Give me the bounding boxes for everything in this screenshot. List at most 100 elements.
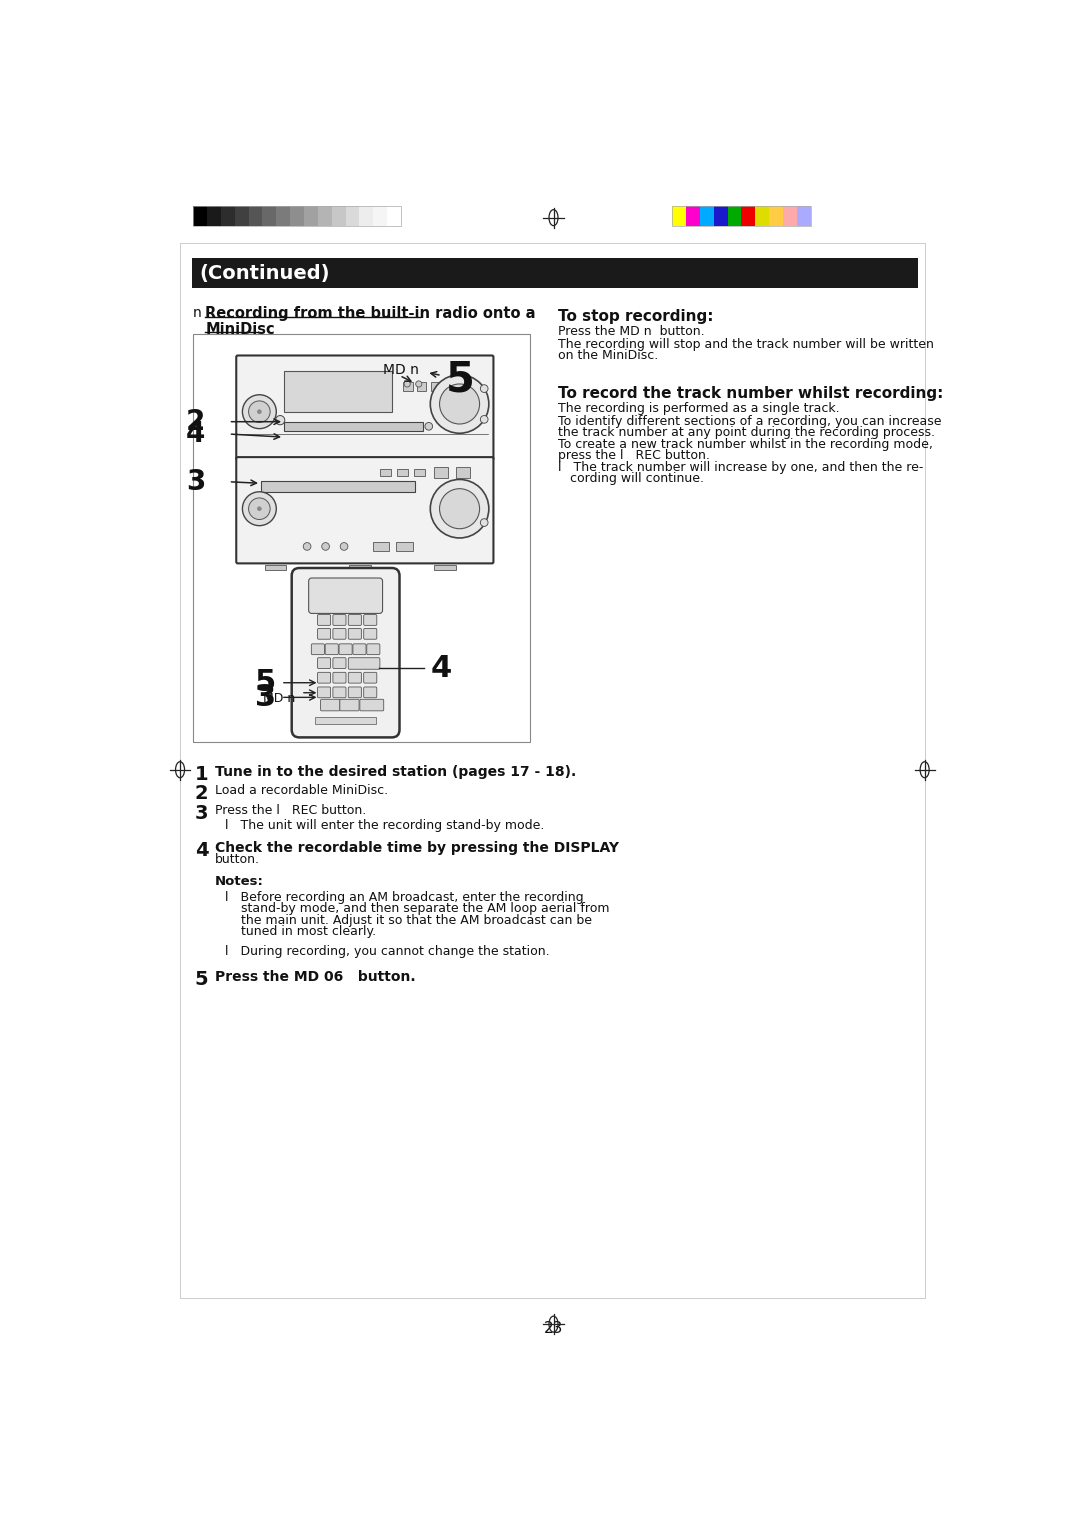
Circle shape	[481, 415, 488, 424]
Circle shape	[424, 422, 433, 430]
Text: Recording from the built-in radio onto a: Recording from the built-in radio onto a	[205, 307, 536, 322]
Bar	[434, 467, 448, 477]
Text: Check the recordable time by pressing the DISPLAY: Check the recordable time by pressing th…	[215, 842, 619, 856]
Text: To stop recording:: To stop recording:	[558, 308, 714, 323]
FancyBboxPatch shape	[348, 686, 362, 698]
Bar	[261, 480, 415, 491]
Bar	[284, 422, 422, 432]
Bar	[360, 206, 374, 226]
Bar	[373, 541, 390, 551]
Circle shape	[481, 518, 488, 526]
FancyBboxPatch shape	[333, 686, 346, 698]
FancyBboxPatch shape	[348, 615, 362, 625]
Circle shape	[242, 491, 276, 526]
Bar	[380, 468, 391, 476]
FancyBboxPatch shape	[237, 458, 494, 563]
Bar	[207, 206, 220, 226]
Bar	[686, 206, 700, 226]
Bar	[248, 206, 262, 226]
Circle shape	[430, 375, 489, 433]
Text: Notes:: Notes:	[215, 875, 264, 888]
Text: stand-by mode, and then separate the AM loop aerial from: stand-by mode, and then separate the AM …	[226, 903, 610, 915]
Text: 3: 3	[194, 804, 208, 822]
FancyBboxPatch shape	[321, 700, 340, 711]
Text: The recording is performed as a single track.: The recording is performed as a single t…	[558, 403, 840, 415]
Text: To identify different sections of a recording, you can increase: To identify different sections of a reco…	[558, 415, 942, 429]
Text: 5: 5	[446, 358, 474, 401]
Bar	[276, 206, 291, 226]
Text: 4: 4	[430, 654, 451, 683]
FancyBboxPatch shape	[318, 686, 330, 698]
Text: 5: 5	[255, 668, 276, 697]
FancyBboxPatch shape	[348, 628, 362, 639]
Circle shape	[248, 401, 270, 422]
Circle shape	[481, 384, 488, 392]
Bar	[314, 717, 377, 723]
Circle shape	[275, 415, 285, 425]
Text: MiniDisc: MiniDisc	[205, 322, 275, 337]
Bar	[346, 206, 360, 226]
Bar	[193, 206, 401, 226]
Text: on the MiniDisc.: on the MiniDisc.	[558, 349, 659, 361]
FancyBboxPatch shape	[360, 700, 383, 711]
Bar	[284, 371, 392, 412]
Bar	[191, 258, 918, 288]
FancyBboxPatch shape	[311, 644, 324, 654]
FancyBboxPatch shape	[333, 657, 346, 668]
Bar	[220, 206, 234, 226]
Bar	[672, 206, 811, 226]
Bar	[783, 206, 797, 226]
Bar	[769, 206, 783, 226]
Text: Tune in to the desired station (pages 17 - 18).: Tune in to the desired station (pages 17…	[215, 766, 576, 779]
Text: 2: 2	[194, 784, 208, 804]
Circle shape	[242, 395, 276, 429]
Circle shape	[257, 506, 261, 511]
Bar	[193, 334, 530, 743]
Text: Load a recordable MiniDisc.: Load a recordable MiniDisc.	[215, 784, 388, 798]
Bar	[741, 206, 755, 226]
FancyBboxPatch shape	[318, 628, 330, 639]
FancyBboxPatch shape	[333, 628, 346, 639]
FancyBboxPatch shape	[309, 578, 382, 613]
Circle shape	[340, 543, 348, 551]
Text: Press the l   REC button.: Press the l REC button.	[215, 804, 366, 816]
Text: tuned in most clearly.: tuned in most clearly.	[226, 926, 377, 938]
FancyBboxPatch shape	[318, 615, 330, 625]
Text: the track number at any point during the recording process.: the track number at any point during the…	[558, 425, 935, 439]
Text: l   Before recording an AM broadcast, enter the recording: l Before recording an AM broadcast, ente…	[226, 891, 584, 904]
Text: 4: 4	[186, 419, 205, 448]
Bar	[456, 467, 470, 477]
Circle shape	[440, 488, 480, 529]
FancyBboxPatch shape	[237, 355, 494, 461]
Circle shape	[303, 543, 311, 551]
Text: MD n: MD n	[264, 692, 296, 705]
Bar	[434, 564, 456, 569]
Bar	[397, 468, 408, 476]
Text: 23: 23	[544, 1321, 563, 1336]
Bar	[417, 381, 427, 390]
Bar	[672, 206, 686, 226]
Circle shape	[257, 409, 261, 413]
Text: Press the MD n  button.: Press the MD n button.	[558, 325, 705, 339]
Text: 5: 5	[194, 970, 208, 988]
FancyBboxPatch shape	[364, 673, 377, 683]
Bar	[350, 564, 372, 569]
Text: 4: 4	[194, 842, 208, 860]
Bar	[414, 468, 424, 476]
Bar	[234, 206, 248, 226]
Bar	[755, 206, 769, 226]
Text: n: n	[193, 307, 202, 320]
Bar	[797, 206, 811, 226]
Circle shape	[430, 479, 489, 538]
Bar	[387, 206, 401, 226]
Text: button.: button.	[215, 852, 259, 866]
FancyBboxPatch shape	[333, 615, 346, 625]
Text: Press the MD 06   button.: Press the MD 06 button.	[215, 970, 416, 984]
Text: cording will continue.: cording will continue.	[570, 471, 704, 485]
FancyBboxPatch shape	[364, 686, 377, 698]
Text: 1: 1	[194, 766, 208, 784]
Bar	[318, 206, 332, 226]
Bar	[374, 206, 387, 226]
Bar	[714, 206, 728, 226]
FancyBboxPatch shape	[348, 657, 380, 669]
